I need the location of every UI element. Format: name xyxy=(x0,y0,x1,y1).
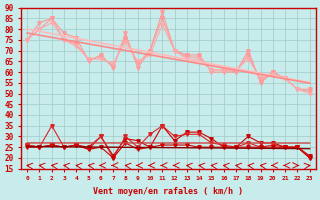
X-axis label: Vent moyen/en rafales ( km/h ): Vent moyen/en rafales ( km/h ) xyxy=(93,187,244,196)
